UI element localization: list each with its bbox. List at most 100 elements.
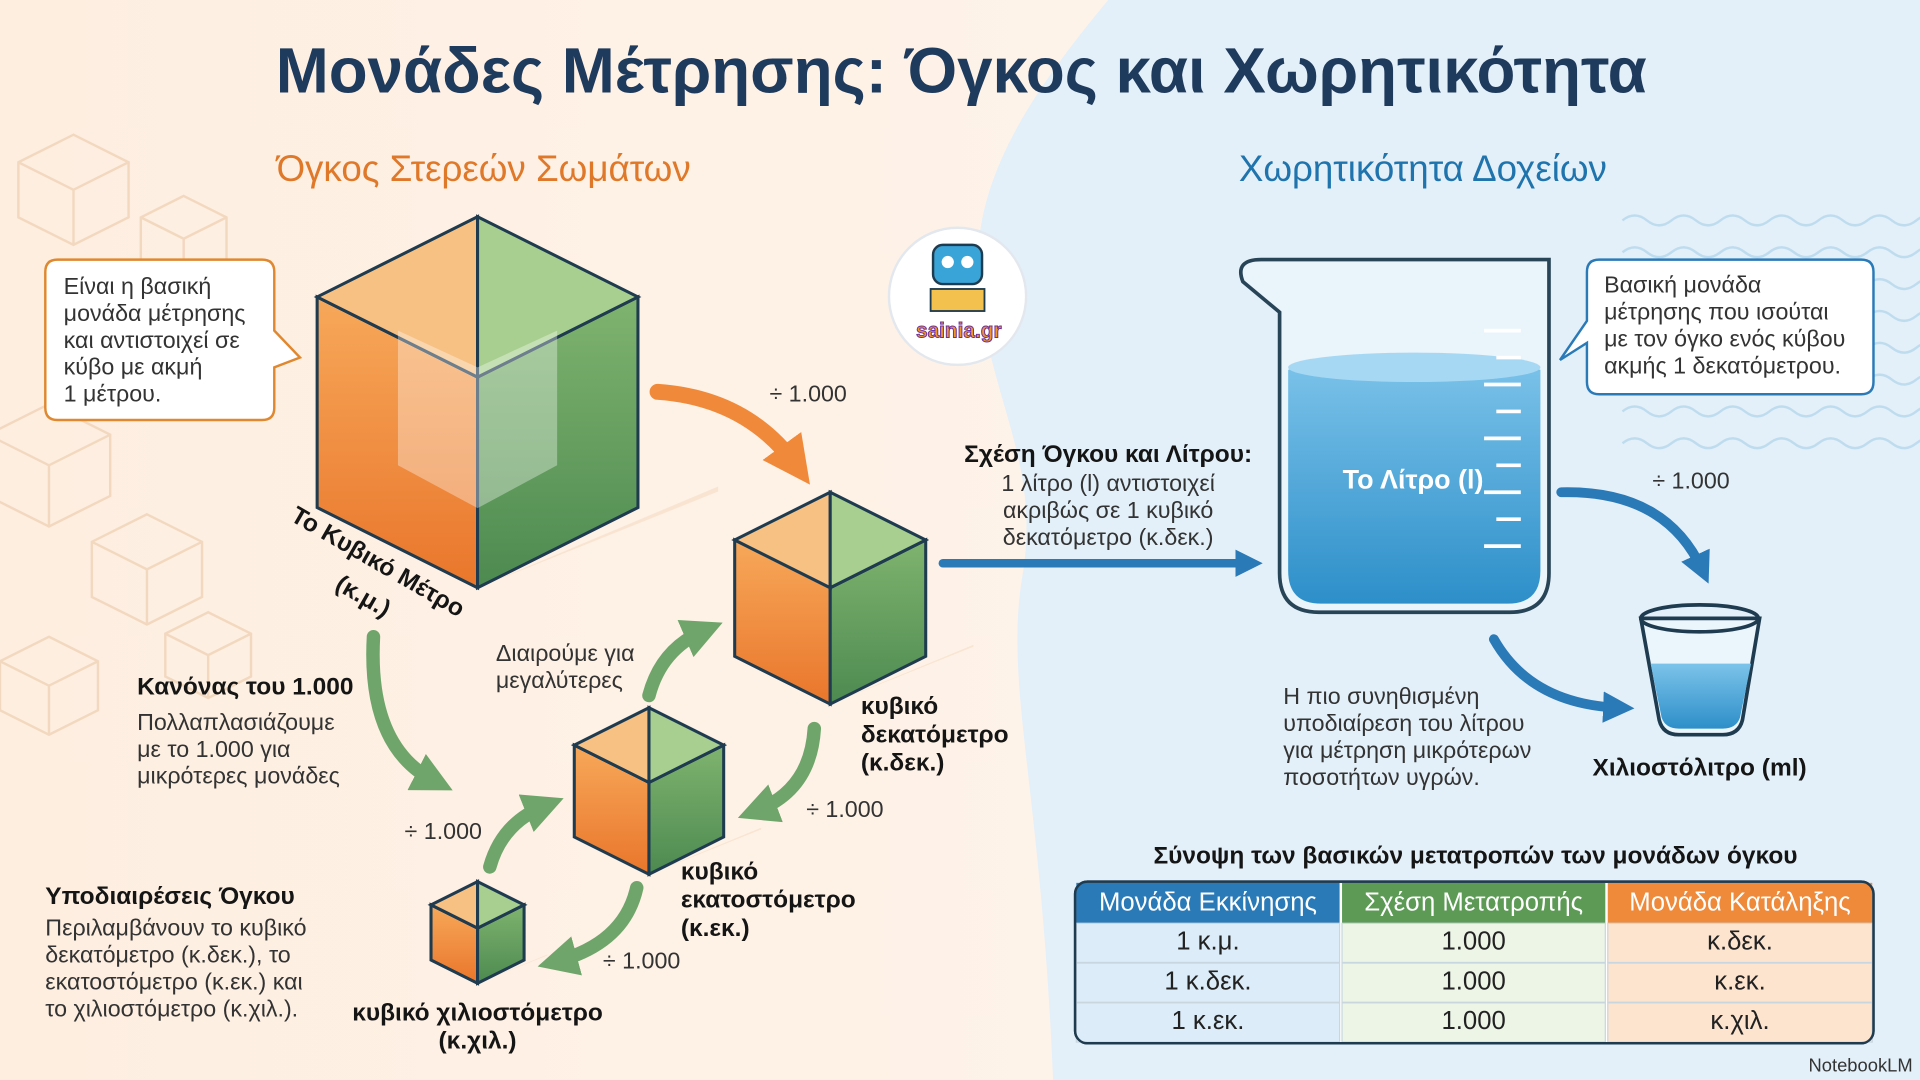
label: Περιλαμβάνουν το κυβικό xyxy=(45,915,306,941)
table-header-cell xyxy=(1342,882,1606,924)
label: μέτρησης που ισούται xyxy=(1604,299,1829,325)
label: Μονάδα Κατάληξης xyxy=(1629,888,1850,916)
beaker-liquid xyxy=(1288,358,1541,604)
label: κυβικό χιλιοστόμετρο xyxy=(352,999,603,1026)
label: δεκατόμετρο xyxy=(861,721,1009,748)
arrow xyxy=(366,630,453,791)
label: μεγαλύτερες xyxy=(496,667,623,693)
decor-wave xyxy=(1621,214,1920,227)
cube-top-right xyxy=(828,489,930,591)
label: Σύνοψη των βασικών μετατροπών των μονάδω… xyxy=(1153,843,1797,870)
label: NotebookLM xyxy=(1809,1054,1913,1075)
cube-shadow xyxy=(648,827,762,875)
label: 1 κ.μ. xyxy=(1176,928,1239,956)
label: ÷ 1.000 xyxy=(603,948,680,974)
label: για μέτρηση μικρότερων xyxy=(1283,737,1531,763)
table-cell xyxy=(1341,1002,1606,1043)
label: Κανόνας του 1.000 xyxy=(137,674,353,701)
label: ÷ 1.000 xyxy=(405,818,482,844)
label: Σχέση Μετατροπής xyxy=(1364,888,1583,916)
decor-cube xyxy=(90,512,204,626)
label: 1.000 xyxy=(1442,967,1506,995)
callout-box xyxy=(1558,258,1875,396)
label: 1 λίτρο (l) αντιστοιχεί xyxy=(1001,470,1215,496)
label: Χωρητικότητα Δοχείων xyxy=(1239,148,1607,189)
arrow xyxy=(1488,634,1635,723)
label: sainia.gr xyxy=(916,319,1002,342)
label: Η πιο συνηθισμένη xyxy=(1283,683,1479,709)
logo-robot xyxy=(931,243,984,286)
table-cell xyxy=(1341,962,1606,1003)
label: μονάδα μέτρησης xyxy=(64,300,246,326)
table-header-cell xyxy=(1076,882,1340,924)
decor-wave xyxy=(1621,437,1920,450)
label: κ.χιλ. xyxy=(1710,1007,1769,1035)
decor-cube xyxy=(17,133,130,247)
logo-eye xyxy=(961,255,974,269)
label: ποσοτήτων υγρών. xyxy=(1283,764,1480,790)
label: ÷ 1.000 xyxy=(1652,468,1729,494)
label: Πολλαπλασιάζουμε xyxy=(137,709,334,735)
label: μικρότερες μονάδες xyxy=(137,763,340,789)
label: κ.δεκ. xyxy=(1707,928,1773,956)
label: 1 κ.εκ. xyxy=(1172,1007,1245,1035)
cube-top-right xyxy=(476,879,528,931)
label: (κ.δεκ.) xyxy=(861,750,945,777)
decor-cube xyxy=(0,402,112,528)
label: (κ.χιλ.) xyxy=(439,1028,517,1055)
table-outline xyxy=(1073,880,1875,1045)
cube-top-right xyxy=(647,705,728,785)
arrow xyxy=(483,794,564,874)
cube-inner-glass xyxy=(397,330,558,509)
label: με τον όγκο ενός κύβου xyxy=(1604,326,1845,352)
label: δεκατόμετρο (κ.δεκ.) xyxy=(1003,524,1214,550)
label: Το Λίτρο (l) xyxy=(1343,464,1484,494)
table-cell xyxy=(1075,962,1341,1003)
decor-cube xyxy=(0,635,100,737)
beaker-surface xyxy=(1288,352,1541,383)
table-header-cell xyxy=(1607,882,1873,924)
cup-liquid xyxy=(1650,663,1752,729)
label: Σχέση Όγκου και Λίτρου: xyxy=(964,441,1252,468)
label: ÷ 1.000 xyxy=(806,796,883,822)
label: κυβικό xyxy=(681,859,758,886)
decor-wave xyxy=(1621,246,1920,259)
label: ÷ 1.000 xyxy=(769,381,846,407)
arrow xyxy=(649,383,810,485)
label: δεκατόμετρο (κ.δεκ.), το xyxy=(45,941,290,967)
decor-wave xyxy=(1621,405,1920,418)
logo-eye xyxy=(941,255,954,269)
logo-book xyxy=(929,288,986,312)
label: ακμής 1 δεκατόμετρου. xyxy=(1604,352,1841,378)
arrow xyxy=(537,881,644,976)
label: Μονάδες Μέτρησης: Όγκος και Χωρητικότητα xyxy=(276,36,1647,107)
label: Υποδιαιρέσεις Όγκου xyxy=(45,883,294,910)
table-cell xyxy=(1607,1002,1873,1043)
label: εκατοστόμετρο (κ.εκ.) και xyxy=(45,968,302,994)
table-cell xyxy=(1075,922,1341,964)
label: κ.εκ. xyxy=(1714,967,1765,995)
label: (κ.εκ.) xyxy=(681,915,750,942)
label: Όγκος Στερεών Σωμάτων xyxy=(275,148,691,189)
label: εκατοστόμετρο xyxy=(681,887,856,914)
label: με το 1.000 για xyxy=(137,736,290,762)
callout-box xyxy=(44,258,303,422)
label: το χιλιοστόμετρο (κ.χιλ.). xyxy=(45,995,298,1021)
label: Βασική μονάδα xyxy=(1604,272,1761,298)
label: Είναι η βασική xyxy=(64,273,212,299)
table-cell xyxy=(1607,922,1873,964)
cup-rim xyxy=(1638,603,1761,634)
label: υποδιαίρεση του λίτρου xyxy=(1283,710,1524,736)
label: κυβικό xyxy=(861,693,938,720)
label: 1 κ.δεκ. xyxy=(1164,967,1251,995)
arrow xyxy=(642,620,723,703)
arrow xyxy=(1556,487,1710,584)
label: Χιλιοστόλιτρο (ml) xyxy=(1593,754,1807,781)
label: και αντιστοιχεί σε xyxy=(64,327,240,353)
label: κύβο με ακμή xyxy=(64,354,203,380)
table-cell xyxy=(1607,962,1873,1003)
decor-cube xyxy=(164,610,253,700)
table-cell xyxy=(1341,922,1606,964)
label: 1.000 xyxy=(1442,1007,1506,1035)
